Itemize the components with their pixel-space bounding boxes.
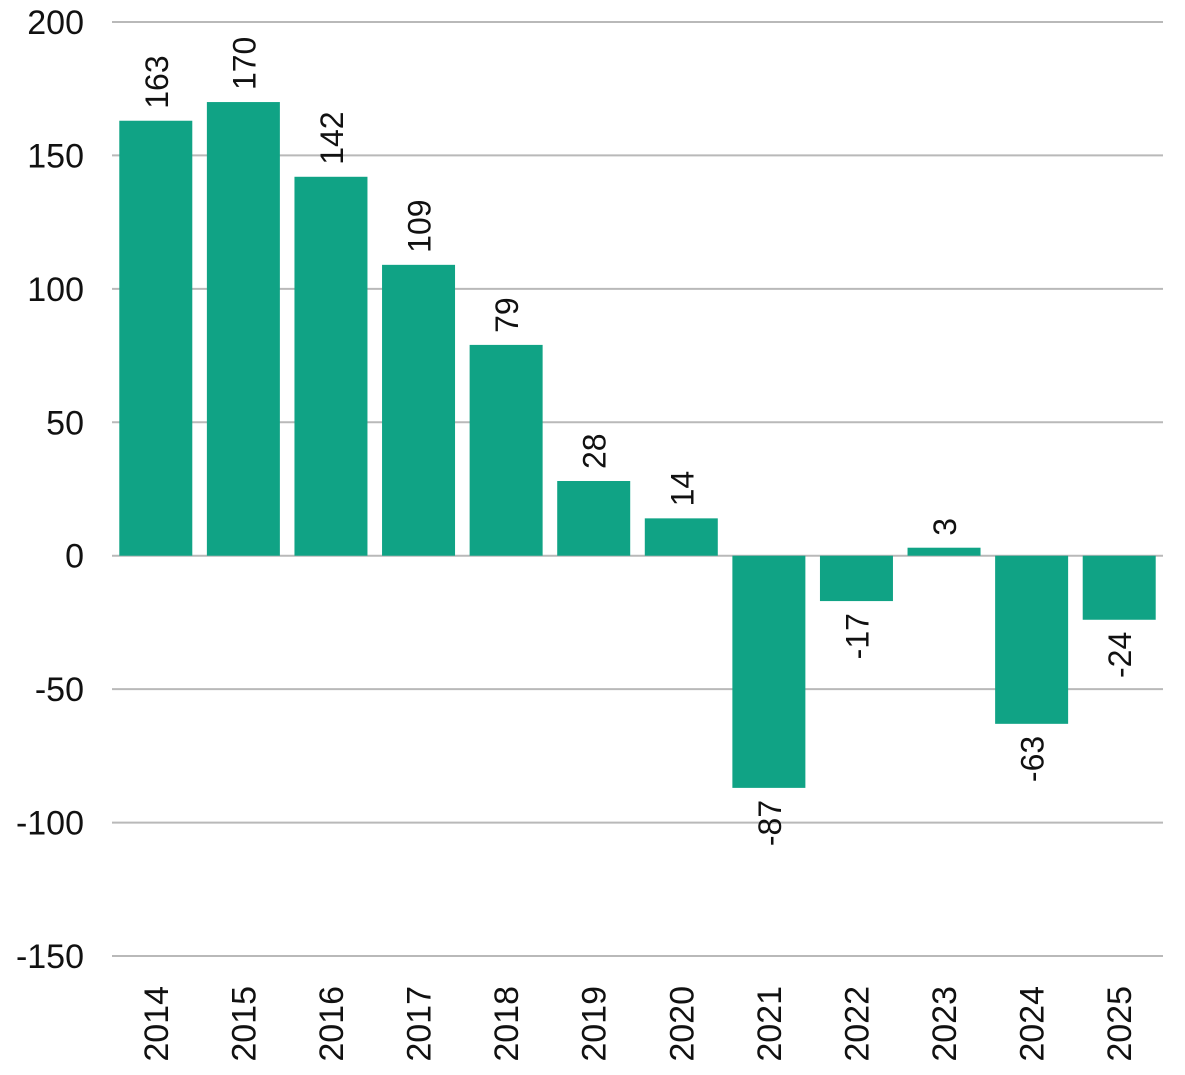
x-tick-label: 2020: [663, 986, 701, 1062]
x-tick-label: 2023: [926, 986, 964, 1062]
x-axis-tick-labels: 2014 2015 2016 2017 2018 2019 2020 2021 2022 2023…: [138, 986, 1139, 1062]
y-tick-label: -100: [16, 805, 84, 843]
data-label: -63: [1015, 736, 1051, 782]
bars: [119, 102, 1156, 788]
bar: [206, 102, 280, 556]
bar: [907, 547, 981, 556]
bar: [732, 555, 806, 788]
data-label: -24: [1102, 632, 1138, 678]
x-tick-label: 2024: [1014, 986, 1052, 1062]
x-tick-label: 2025: [1101, 986, 1139, 1062]
y-tick-label: 150: [27, 137, 84, 175]
x-tick-label: 2021: [751, 986, 789, 1062]
x-tick-label: 2016: [313, 986, 351, 1062]
data-labels: 163 170 142 109 79 28 14 -87 -17 3 -63 -24: [139, 37, 1138, 846]
data-label: 170: [226, 37, 262, 90]
data-label: 3: [927, 518, 963, 536]
bar: [1082, 555, 1156, 620]
y-tick-label: -150: [16, 938, 84, 976]
data-label: 28: [577, 433, 613, 469]
bar: [469, 344, 543, 556]
x-tick-label: 2014: [138, 986, 176, 1062]
x-tick-label: 2019: [576, 986, 614, 1062]
data-label: 79: [489, 297, 525, 333]
data-label: 109: [402, 199, 438, 252]
data-label: 14: [664, 471, 700, 507]
grid-lines: [112, 21, 1163, 957]
data-label: -87: [752, 800, 788, 846]
y-tick-label: -50: [35, 671, 84, 709]
bar: [382, 264, 456, 556]
bar: [294, 176, 368, 556]
x-tick-label: 2022: [838, 986, 876, 1062]
y-tick-label: 50: [46, 404, 84, 442]
bar: [819, 555, 893, 602]
data-label: 163: [139, 55, 175, 108]
data-label: -17: [839, 613, 875, 659]
bar: [995, 555, 1069, 724]
data-label: 142: [314, 111, 350, 164]
x-tick-label: 2018: [488, 986, 526, 1062]
bar: [119, 120, 193, 556]
y-tick-label: 200: [27, 4, 84, 42]
x-tick-label: 2017: [401, 986, 439, 1062]
y-tick-label: 0: [65, 538, 84, 576]
bar: [557, 480, 631, 556]
x-tick-label: 2015: [225, 986, 263, 1062]
y-tick-label: 100: [27, 271, 84, 309]
y-axis-tick-labels: 200 150 100 50 0 -50 -100 -150: [16, 4, 84, 976]
bar: [644, 518, 718, 556]
